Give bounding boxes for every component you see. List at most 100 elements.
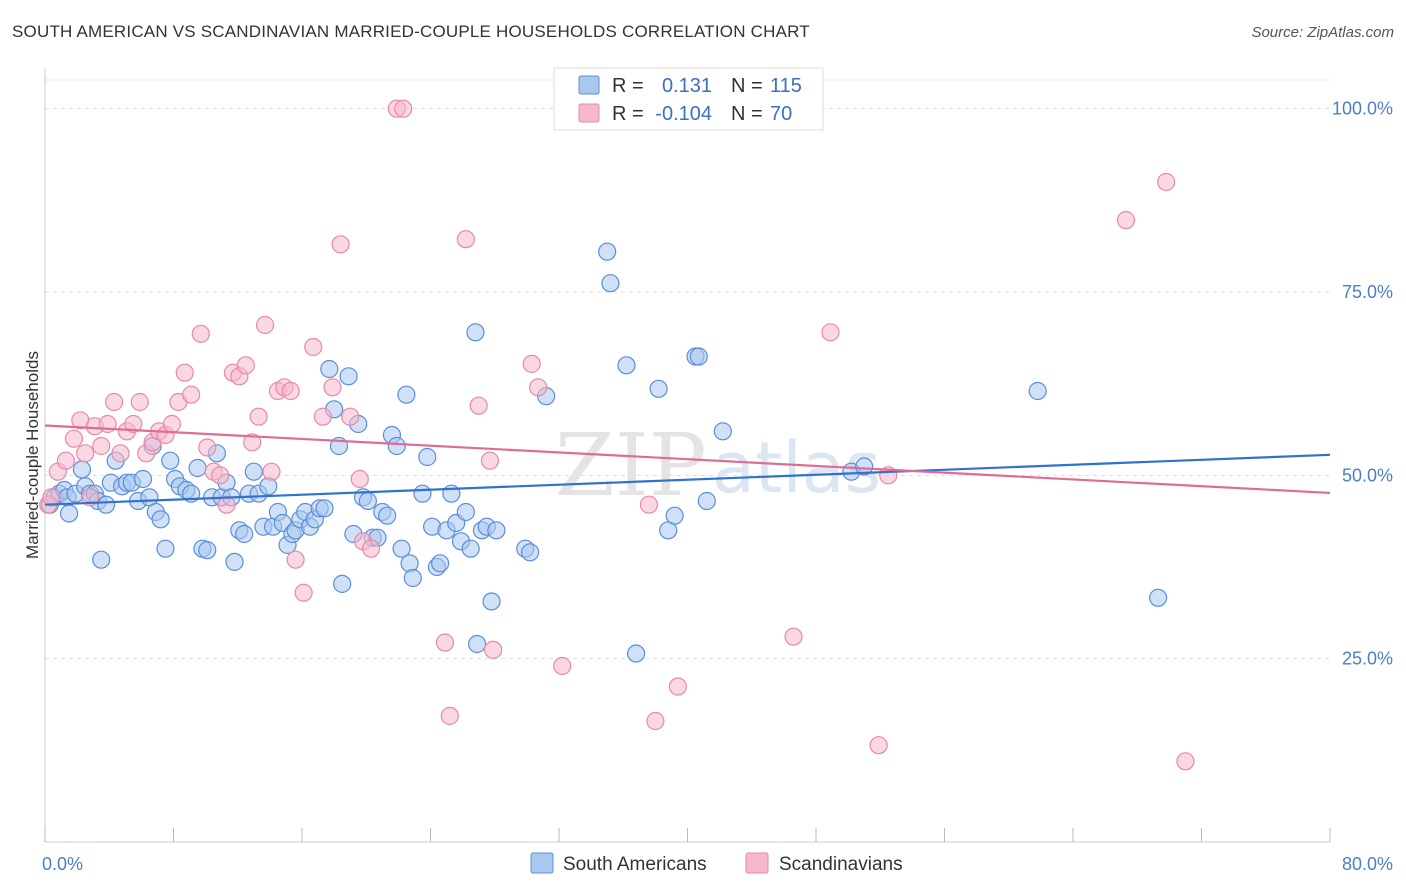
scandinavians-point-27: [210, 466, 230, 485]
south-americans-point-110: [855, 457, 874, 476]
scandinavians-point-40: [294, 583, 313, 602]
south-americans-point-59: [320, 359, 339, 379]
scandinavians-point-68: [1157, 172, 1176, 192]
south-americans-point-101: [626, 644, 646, 663]
scandinavians-point-35: [262, 462, 281, 481]
south-americans-point-39: [225, 552, 244, 571]
scandinavians-point-38: [281, 381, 300, 401]
scandinavians-point-60: [639, 495, 659, 514]
south-americans-point-12: [92, 550, 111, 569]
scandinavians-point-6: [76, 444, 95, 463]
scandinavians-point-52: [440, 706, 459, 725]
scandinavians-point-42: [313, 407, 332, 426]
south-americans-point-78: [413, 484, 432, 503]
scandinavians-point-67: [1116, 211, 1136, 230]
scandinavians-point-3: [56, 451, 75, 470]
source-label: Source: ZipAtlas.com: [1251, 24, 1394, 41]
scandinavians-point-7: [80, 488, 100, 507]
top-legend: R = 0.131 N = 115 R = -0.104 N = 70: [553, 67, 824, 131]
scandinavians-point-54: [469, 396, 488, 415]
legend-swatch-pink: [578, 103, 600, 123]
south-americans-point-41: [235, 524, 254, 544]
south-americans-point-71: [378, 506, 397, 525]
south-americans-point-62: [333, 574, 352, 593]
south-americans-point-75: [397, 385, 416, 404]
south-americans-point-25: [156, 539, 175, 558]
south-americans-point-24: [151, 510, 170, 529]
scandinavians-point-11: [104, 392, 124, 412]
scandinavians-point-31: [236, 356, 255, 375]
scandinavians-trend-line: [44, 424, 1331, 495]
south-americans-point-58: [315, 499, 334, 518]
scandinavians-point-57: [522, 354, 541, 373]
legend-swatch-blue: [578, 75, 600, 95]
south-americans-point-89: [466, 323, 485, 342]
x-tick-label-min: 0.0%: [42, 854, 83, 874]
scandinavians-point-20: [162, 414, 181, 434]
scandinavians-point-14: [124, 414, 143, 434]
legend-n-value-2: 70: [770, 103, 792, 125]
scandinavians-point-45: [341, 407, 360, 426]
south-americans-point-93: [482, 592, 501, 611]
axes: [44, 68, 1331, 843]
south-americans-point-90: [467, 634, 487, 654]
scandinavians-point-1: [42, 488, 61, 507]
bottom-legend-label-south-americans: South Americans: [563, 854, 707, 875]
south-americans-point-102: [649, 379, 668, 398]
y-axis-label: Married-couple Households: [23, 351, 42, 559]
scandinavians-point-53: [456, 230, 475, 249]
scandinavians-point-69: [1176, 752, 1195, 771]
scandinavians-point-59: [553, 656, 572, 676]
south-americans-point-33: [198, 541, 217, 560]
scandinavians-point-32: [243, 433, 262, 452]
south-americans-point-7: [72, 460, 92, 479]
south-americans-point-5: [59, 504, 79, 523]
south-americans-point-76: [400, 554, 419, 573]
scandinavians-point-63: [784, 627, 803, 646]
bottom-legend: South Americans Scandinavians: [530, 852, 903, 875]
scandinavians-point-48: [361, 539, 381, 558]
south-americans-point-88: [461, 539, 480, 558]
scandinavians-point-12: [111, 444, 130, 463]
legend-r-label-1: R =: [612, 75, 644, 97]
y-tick-label-1: 50.0%: [1342, 465, 1393, 485]
watermark-zip: ZIP: [555, 416, 707, 516]
scandinavians-point-64: [821, 323, 840, 342]
south-americans-point-77: [403, 568, 422, 588]
scandinavians-point-34: [255, 315, 275, 335]
bottom-legend-swatch-blue: [530, 852, 554, 874]
south-americans-point-13: [96, 495, 116, 514]
south-americans-point-74: [392, 539, 411, 558]
y-tick-label-3: 100.0%: [1332, 99, 1393, 119]
series-scandinavians: [39, 99, 1195, 771]
scandinavians-point-39: [286, 550, 305, 569]
scandinavians-point-41: [304, 337, 323, 357]
south-americans-point-107: [697, 491, 716, 511]
bottom-legend-label-scandinavians: Scandinavians: [779, 854, 903, 875]
south-americans-point-63: [339, 367, 358, 386]
scandinavians-point-55: [480, 451, 500, 470]
scandinavians-point-56: [484, 640, 503, 659]
trend-lines: [44, 424, 1331, 506]
south-americans-point-82: [431, 554, 450, 573]
legend-r-value-1: 0.131: [662, 75, 712, 97]
scandinavians-point-44: [331, 235, 350, 254]
x-tick-labels: 0.0% 80.0%: [42, 854, 1393, 874]
legend-r-value-2: -0.104: [655, 103, 712, 125]
south-americans-point-87: [456, 502, 475, 522]
scandinavians-point-61: [646, 711, 665, 731]
south-americans-point-94: [487, 521, 506, 540]
scandinavians-point-22: [175, 363, 194, 382]
south-americans-point-26: [161, 451, 180, 470]
scandinavians-point-43: [323, 378, 342, 397]
scandinavians-point-58: [529, 378, 548, 397]
y-tick-labels: 25.0% 50.0% 75.0% 100.0%: [1332, 99, 1393, 669]
scandinavians-point-65: [869, 736, 888, 755]
legend-n-label-2: N =: [731, 103, 763, 125]
south-americans-point-96: [520, 543, 540, 562]
south-americans-point-100: [617, 356, 636, 375]
scandinavians-point-46: [350, 469, 369, 489]
south-americans-point-67: [358, 491, 377, 511]
legend-n-value-1: 115: [770, 75, 802, 97]
